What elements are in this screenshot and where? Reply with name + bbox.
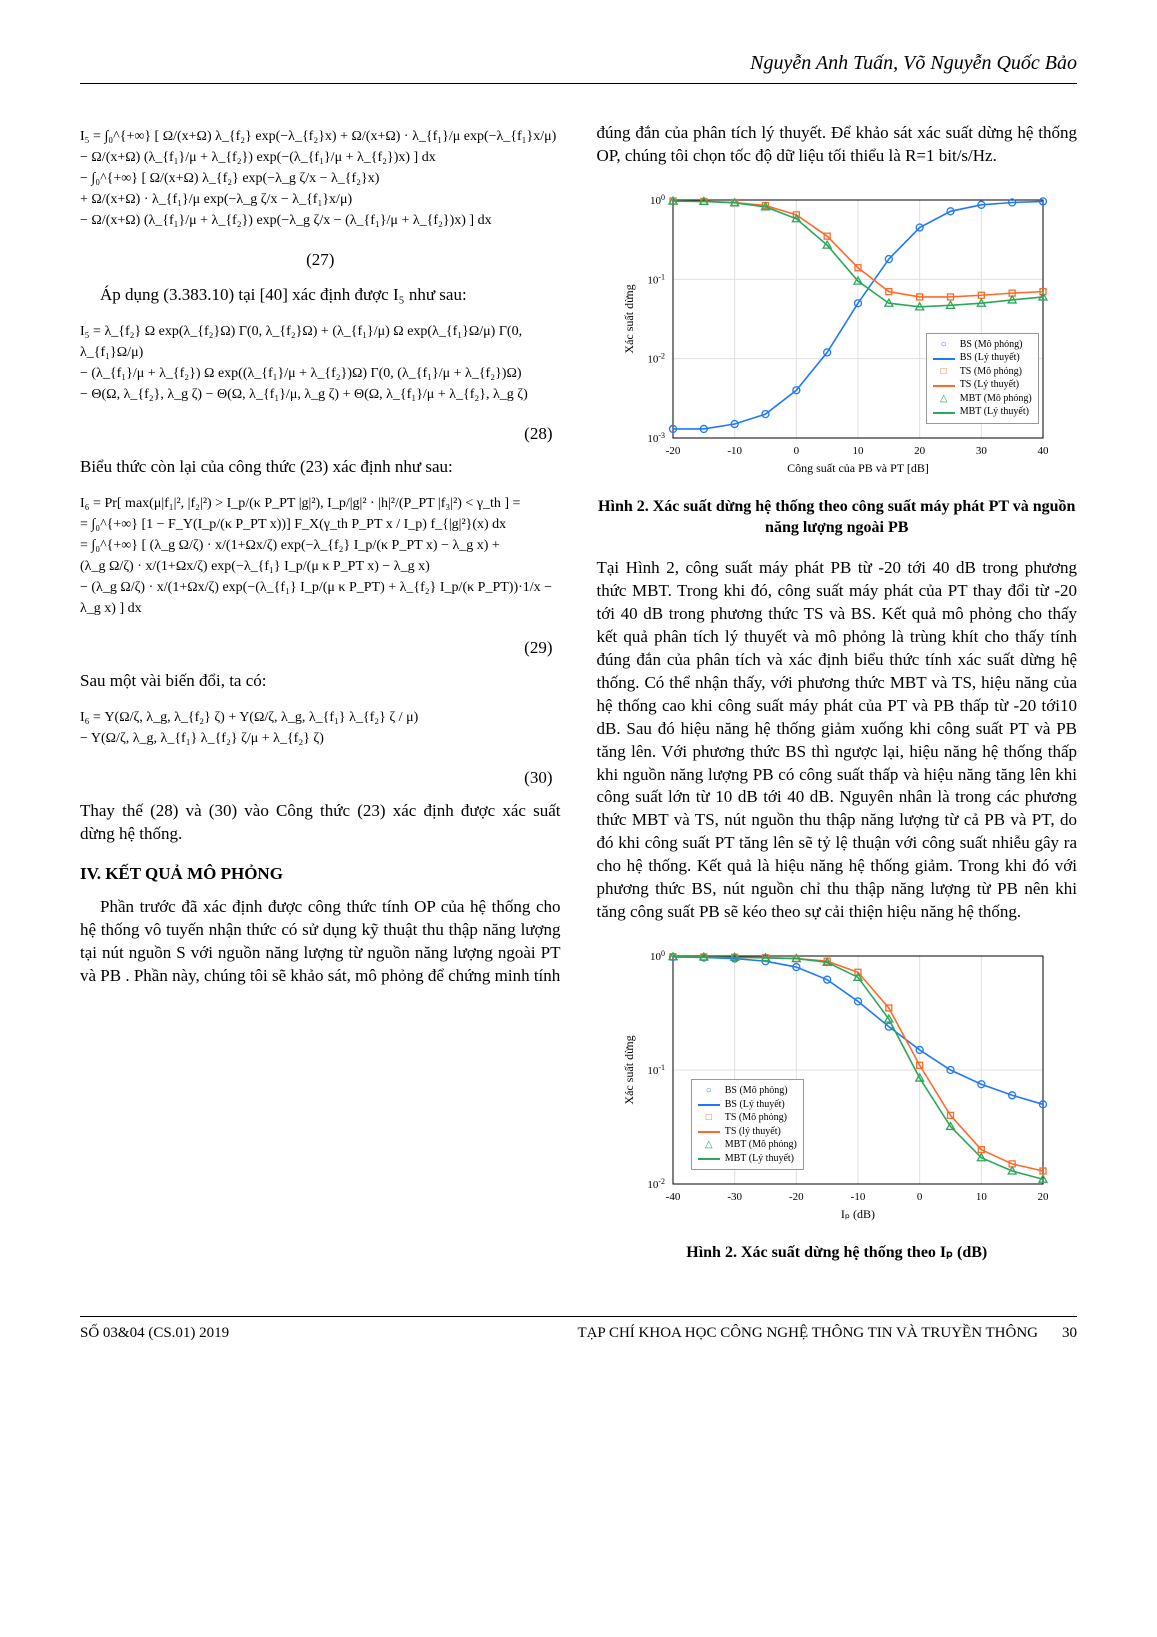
footer-page-number: 30 bbox=[1062, 1323, 1077, 1343]
legend-item: BS (Lý thuyết) bbox=[698, 1098, 797, 1112]
equation-29: I₆ = Pr[ max(μ|f₁|², |f₂|²) > I_p/(κ P_P… bbox=[80, 489, 561, 623]
legend-item: △MBT (Mô phỏng) bbox=[698, 1138, 797, 1152]
svg-text:100: 100 bbox=[650, 949, 665, 964]
para-after-30: Thay thế (28) và (30) vào Công thức (23)… bbox=[80, 800, 561, 846]
legend-label: BS (Mô phỏng) bbox=[960, 338, 1023, 352]
svg-text:Iₚ (dB): Iₚ (dB) bbox=[841, 1207, 875, 1221]
equation-27-number: (27) bbox=[80, 249, 561, 272]
equation-30-number: (30) bbox=[80, 767, 561, 790]
svg-text:10: 10 bbox=[852, 445, 864, 457]
para-after-29: Sau một vài biến đổi, ta có: bbox=[80, 670, 561, 693]
equation-28: I₅ = λ_{f₂} Ω exp(λ_{f₂}Ω) Γ(0, λ_{f₂}Ω)… bbox=[80, 317, 561, 409]
legend-item: MBT (Lý thuyết) bbox=[933, 405, 1032, 419]
svg-text:-20: -20 bbox=[665, 445, 680, 457]
legend-label: BS (Lý thuyết) bbox=[725, 1098, 785, 1112]
equation-28-number: (28) bbox=[80, 423, 561, 446]
legend-label: TS (lý thuyết) bbox=[725, 1125, 781, 1139]
legend-label: MBT (Lý thuyết) bbox=[960, 405, 1029, 419]
para-after-27: Áp dụng (3.383.10) tại [40] xác định đượ… bbox=[80, 284, 561, 307]
page-footer: SỐ 03&04 (CS.01) 2019 TẠP CHÍ KHOA HỌC C… bbox=[80, 1316, 1077, 1343]
figure-2b-chart: -40 -30 -20 -10 0 10 20 10-2 10-1 100 Iₚ (dB) Xác s… bbox=[617, 942, 1057, 1232]
svg-text:30: 30 bbox=[976, 445, 988, 457]
left-column: I₅ = ∫₀^{+∞} [ Ω/(x+Ω) λ_{f₂} exp(−λ_{f₂… bbox=[80, 112, 561, 1282]
para-right-top: đúng đắn của phân tích lý thuyết. Để khả… bbox=[597, 122, 1078, 168]
legend-label: BS (Lý thuyết) bbox=[960, 351, 1020, 365]
svg-text:Xác suất dừng: Xác suất dừng bbox=[622, 284, 636, 353]
para-right-mid: Tại Hình 2, công suất máy phát PB từ -20… bbox=[597, 557, 1078, 924]
legend-label: TS (Mô phỏng) bbox=[725, 1111, 787, 1125]
svg-text:0: 0 bbox=[793, 445, 799, 457]
legend-item: TS (lý thuyết) bbox=[698, 1125, 797, 1139]
legend-item: ○BS (Mô phỏng) bbox=[698, 1084, 797, 1098]
figure-2a-caption: Hình 2. Xác suất dừng hệ thống theo công… bbox=[597, 496, 1078, 539]
svg-text:-10: -10 bbox=[727, 445, 742, 457]
para-after-28: Biểu thức còn lại của công thức (23) xác… bbox=[80, 456, 561, 479]
legend-label: BS (Mô phỏng) bbox=[725, 1084, 788, 1098]
two-column-layout: I₅ = ∫₀^{+∞} [ Ω/(x+Ω) λ_{f₂} exp(−λ_{f₂… bbox=[80, 112, 1077, 1282]
legend-item: TS (Lý thuyết) bbox=[933, 378, 1032, 392]
equation-30: I₆ = Υ(Ω/ζ, λ_g, λ_{f₂} ζ) + Υ(Ω/ζ, λ_g,… bbox=[80, 703, 561, 753]
svg-text:Công suất của PB và PT [dB]: Công suất của PB và PT [dB] bbox=[787, 461, 929, 475]
svg-text:10-1: 10-1 bbox=[647, 272, 665, 287]
legend-label: TS (Lý thuyết) bbox=[960, 378, 1019, 392]
svg-text:0: 0 bbox=[917, 1191, 923, 1203]
legend-label: MBT (Lý thuyết) bbox=[725, 1152, 794, 1166]
legend-item: □TS (Mô phỏng) bbox=[698, 1111, 797, 1125]
svg-text:100: 100 bbox=[650, 192, 665, 207]
legend-item: □TS (Mô phỏng) bbox=[933, 365, 1032, 379]
para-section-4: Phần trước đã xác định được công thức tí… bbox=[80, 896, 561, 988]
svg-text:20: 20 bbox=[1037, 1191, 1049, 1203]
section-4-heading: IV. KẾT QUẢ MÔ PHỎNG bbox=[80, 863, 561, 886]
legend-item: BS (Lý thuyết) bbox=[933, 351, 1032, 365]
figure-2a-chart: -20 -10 0 10 20 30 40 10-3 10-2 10-1 100 Công suất … bbox=[617, 186, 1057, 486]
svg-text:10: 10 bbox=[976, 1191, 988, 1203]
svg-text:10-2: 10-2 bbox=[647, 1177, 665, 1192]
legend-label: TS (Mô phỏng) bbox=[960, 365, 1022, 379]
right-column: đúng đắn của phân tích lý thuyết. Để khả… bbox=[597, 112, 1078, 1282]
svg-text:Xác suất dừng: Xác suất dừng bbox=[622, 1035, 636, 1104]
equation-29-number: (29) bbox=[80, 637, 561, 660]
legend-item: △MBT (Mô phỏng) bbox=[933, 392, 1032, 406]
svg-text:-10: -10 bbox=[850, 1191, 865, 1203]
svg-text:40: 40 bbox=[1037, 445, 1049, 457]
svg-text:10-1: 10-1 bbox=[647, 1063, 665, 1078]
legend-label: MBT (Mô phỏng) bbox=[960, 392, 1032, 406]
svg-text:-20: -20 bbox=[789, 1191, 804, 1203]
header-author: Nguyễn Anh Tuấn, Võ Nguyễn Quốc Bảo bbox=[80, 50, 1077, 84]
footer-issue: SỐ 03&04 (CS.01) 2019 bbox=[80, 1323, 229, 1343]
legend-label: MBT (Mô phỏng) bbox=[725, 1138, 797, 1152]
svg-text:20: 20 bbox=[914, 445, 926, 457]
svg-text:10-3: 10-3 bbox=[647, 430, 665, 445]
chart-legend: ○BS (Mô phỏng)BS (Lý thuyết)□TS (Mô phỏn… bbox=[691, 1079, 804, 1170]
svg-text:10-2: 10-2 bbox=[647, 351, 665, 366]
figure-2b-caption: Hình 2. Xác suất dừng hệ thống theo Iₚ (… bbox=[597, 1242, 1078, 1264]
svg-text:-30: -30 bbox=[727, 1191, 742, 1203]
footer-journal: TẠP CHÍ KHOA HỌC CÔNG NGHỆ THÔNG TIN VÀ … bbox=[577, 1323, 1038, 1343]
chart-legend: ○BS (Mô phỏng)BS (Lý thuyết)□TS (Mô phỏn… bbox=[926, 333, 1039, 424]
equation-27: I₅ = ∫₀^{+∞} [ Ω/(x+Ω) λ_{f₂} exp(−λ_{f₂… bbox=[80, 122, 561, 235]
svg-text:-40: -40 bbox=[665, 1191, 680, 1203]
legend-item: ○BS (Mô phỏng) bbox=[933, 338, 1032, 352]
legend-item: MBT (Lý thuyết) bbox=[698, 1152, 797, 1166]
